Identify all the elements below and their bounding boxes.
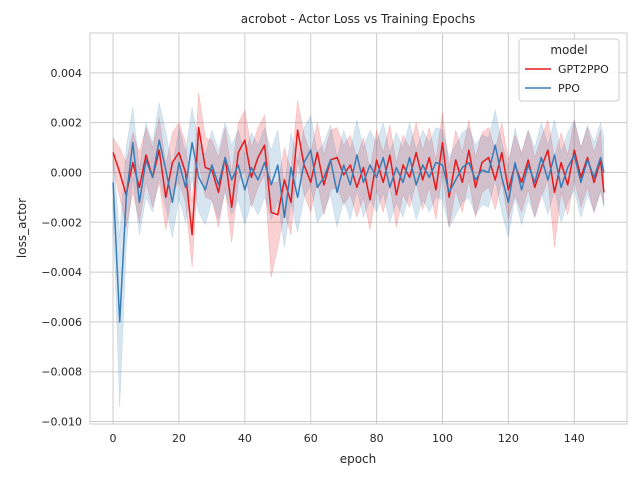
x-tick-label: 40 (238, 432, 252, 445)
x-axis-ticks: 0 20 40 60 80 100 120 140 (110, 432, 585, 445)
y-tick-label: −0.006 (41, 316, 82, 329)
legend-frame (518, 38, 620, 102)
y-tick-label: −0.002 (41, 216, 82, 229)
line-gpt2ppo (112, 126, 605, 236)
series-lines (112, 126, 605, 323)
y-tick-label: −0.004 (41, 266, 82, 279)
x-tick-label: 60 (304, 432, 318, 445)
chart-title: acrobot - Actor Loss vs Training Epochs (241, 12, 475, 26)
x-tick-label: 120 (498, 432, 519, 445)
x-tick-label: 140 (564, 432, 585, 445)
x-axis-label: epoch (340, 452, 377, 466)
y-tick-label: 0.000 (51, 166, 83, 179)
y-axis-label: loss_actor (15, 198, 29, 258)
x-tick-label: 0 (110, 432, 117, 445)
line-ppo (112, 139, 605, 323)
y-tick-label: 0.002 (51, 117, 83, 130)
grid (90, 33, 627, 424)
legend-label-ppo: PPO (558, 82, 580, 95)
x-tick-label: 80 (370, 432, 384, 445)
x-tick-label: 100 (432, 432, 453, 445)
y-tick-label: −0.010 (41, 416, 82, 429)
x-tick-label: 20 (172, 432, 186, 445)
y-tick-label: 0.004 (51, 67, 83, 80)
legend-title: model (550, 43, 587, 57)
y-tick-label: −0.008 (41, 366, 82, 379)
legend: model GPT2PPO PPO (518, 38, 620, 102)
band-gpt2ppo (112, 92, 605, 278)
y-axis-ticks: −0.010 −0.008 −0.006 −0.004 −0.002 0.000 0.002… (41, 67, 82, 429)
legend-label-gpt2ppo: GPT2PPO (558, 63, 609, 76)
